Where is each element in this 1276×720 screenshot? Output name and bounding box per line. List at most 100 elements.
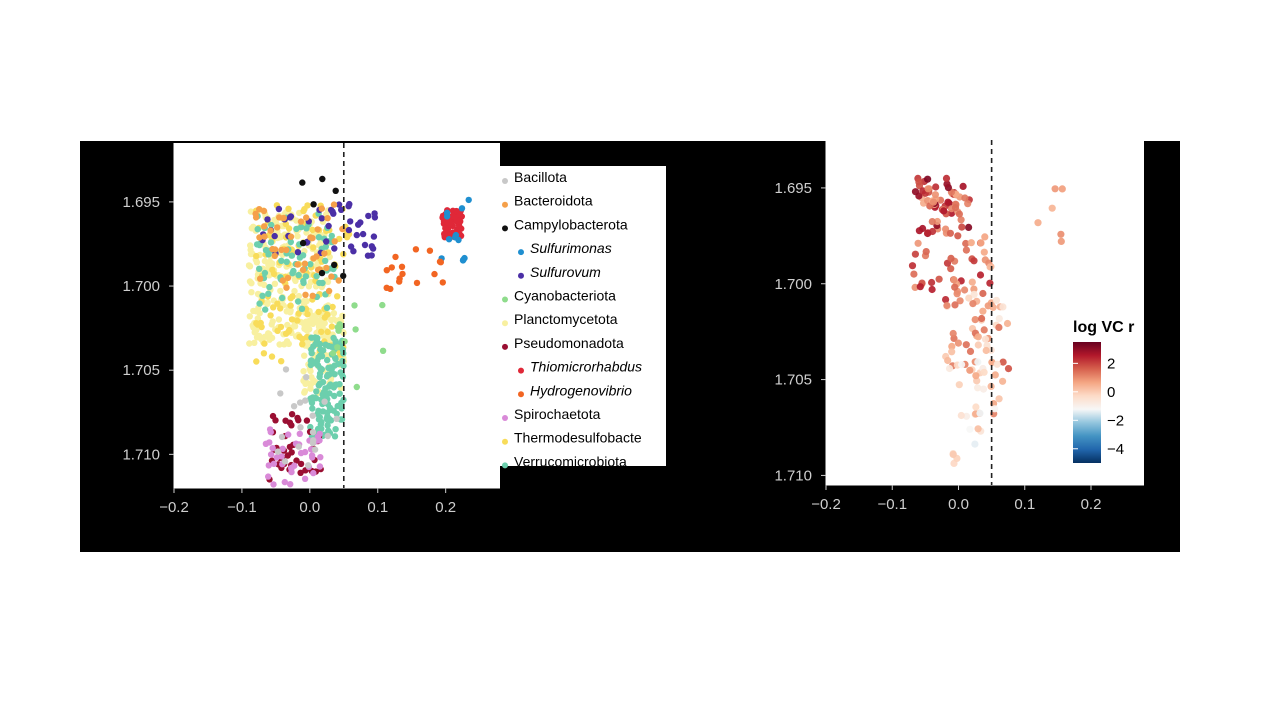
data-point bbox=[297, 223, 305, 231]
data-point bbox=[299, 266, 307, 273]
data-point bbox=[322, 257, 329, 264]
y-tick-label: 1.700 bbox=[774, 276, 812, 293]
x-tick-label: 0.2 bbox=[1081, 496, 1102, 513]
scatter-panel-taxonomy: −0.2 −0.1 0.0 0.1 0.2 1.695 1.700 1.705 1.710 bbox=[122, 143, 500, 516]
data-point bbox=[305, 283, 313, 290]
data-point bbox=[287, 233, 295, 240]
data-point bbox=[287, 302, 294, 309]
data-point bbox=[246, 263, 254, 270]
data-point bbox=[431, 270, 438, 278]
data-point bbox=[331, 371, 338, 378]
data-point bbox=[262, 440, 270, 447]
data-point bbox=[946, 229, 955, 237]
data-point bbox=[267, 451, 275, 458]
data-point bbox=[295, 417, 302, 424]
data-point bbox=[318, 215, 325, 222]
data-point bbox=[302, 397, 309, 404]
legend-label: Pseudomonadota bbox=[514, 335, 624, 351]
data-point bbox=[339, 225, 346, 233]
data-point bbox=[310, 244, 317, 251]
data-point bbox=[928, 285, 936, 294]
data-point bbox=[368, 243, 375, 250]
data-point bbox=[300, 279, 307, 287]
data-point bbox=[287, 481, 294, 488]
legend-swatch bbox=[502, 415, 508, 421]
data-point bbox=[979, 385, 988, 393]
data-point bbox=[266, 283, 273, 291]
data-point bbox=[271, 232, 278, 240]
data-point bbox=[309, 226, 316, 234]
data-point bbox=[986, 263, 994, 271]
x-tick-label: −0.1 bbox=[227, 499, 257, 516]
data-point bbox=[964, 200, 972, 208]
legend-swatch bbox=[518, 391, 524, 398]
data-point bbox=[303, 417, 311, 424]
data-point bbox=[324, 356, 331, 364]
data-point bbox=[253, 308, 260, 315]
data-point bbox=[976, 409, 984, 417]
data-point bbox=[449, 212, 456, 220]
legend-swatch bbox=[502, 320, 508, 327]
legend-label: Hydrogenovibrio bbox=[530, 382, 632, 398]
data-point bbox=[443, 209, 451, 216]
data-point bbox=[329, 208, 336, 215]
data-point bbox=[991, 371, 999, 379]
data-point bbox=[916, 283, 924, 291]
data-point bbox=[309, 234, 316, 242]
data-point bbox=[971, 316, 979, 324]
legend-swatch bbox=[502, 296, 508, 303]
data-point bbox=[260, 207, 268, 215]
data-point bbox=[304, 319, 311, 326]
data-point bbox=[303, 374, 310, 381]
data-point bbox=[465, 196, 472, 204]
data-point bbox=[316, 370, 324, 377]
data-point bbox=[278, 358, 285, 365]
data-point bbox=[329, 350, 337, 357]
taxonomy-legend: Bacillota Bacteroidota Campylobacterota Sul… bbox=[500, 166, 666, 469]
data-point bbox=[329, 303, 336, 311]
data-point bbox=[914, 239, 922, 247]
data-point bbox=[326, 415, 333, 423]
data-point bbox=[253, 252, 260, 260]
data-point bbox=[274, 224, 281, 231]
data-point bbox=[277, 323, 285, 331]
data-point bbox=[928, 218, 936, 226]
data-point bbox=[461, 254, 468, 262]
data-point bbox=[313, 357, 321, 365]
data-point bbox=[271, 246, 279, 253]
x-tick-label: 0.2 bbox=[435, 499, 456, 516]
data-point bbox=[256, 206, 263, 213]
data-point bbox=[319, 279, 326, 287]
data-point bbox=[999, 377, 1007, 385]
data-point bbox=[347, 243, 355, 250]
data-point bbox=[974, 333, 982, 341]
legend-label: Thiomicrorhabdus bbox=[530, 359, 642, 375]
data-point bbox=[318, 205, 325, 212]
data-point bbox=[947, 254, 955, 262]
data-point bbox=[976, 271, 985, 279]
data-point bbox=[947, 265, 955, 273]
data-point bbox=[974, 341, 982, 349]
data-point bbox=[953, 290, 961, 298]
data-point bbox=[278, 453, 285, 460]
data-point bbox=[911, 188, 920, 196]
data-point bbox=[296, 399, 304, 406]
data-point bbox=[345, 203, 352, 210]
data-point bbox=[332, 187, 339, 194]
data-point bbox=[288, 411, 296, 418]
data-point bbox=[458, 205, 466, 212]
data-point bbox=[299, 239, 307, 247]
data-point bbox=[338, 206, 345, 213]
data-point bbox=[968, 278, 976, 286]
data-point bbox=[974, 384, 982, 392]
data-point bbox=[277, 287, 284, 295]
data-point bbox=[288, 252, 296, 259]
data-point bbox=[303, 214, 310, 221]
data-point bbox=[981, 335, 990, 343]
data-point bbox=[319, 408, 327, 415]
data-point bbox=[357, 219, 364, 226]
data-point bbox=[283, 338, 291, 345]
data-point bbox=[945, 364, 954, 373]
data-point bbox=[1004, 365, 1013, 373]
